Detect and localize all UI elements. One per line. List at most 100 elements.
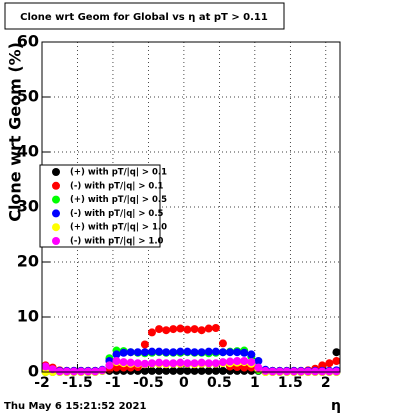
point bbox=[162, 366, 171, 375]
point bbox=[126, 358, 135, 367]
point bbox=[218, 358, 227, 367]
point bbox=[275, 367, 284, 376]
point bbox=[176, 366, 185, 375]
point bbox=[176, 324, 185, 333]
x-tick-label: -0.5 bbox=[133, 375, 164, 391]
y-tick-label: 20 bbox=[17, 252, 39, 271]
point bbox=[318, 361, 327, 370]
point bbox=[112, 350, 121, 359]
point bbox=[147, 366, 156, 375]
point bbox=[69, 367, 78, 376]
legend-marker bbox=[52, 237, 60, 245]
point bbox=[119, 358, 128, 367]
x-tick-label: 0 bbox=[179, 375, 189, 391]
point bbox=[176, 347, 185, 356]
legend-marker bbox=[52, 209, 60, 218]
point bbox=[155, 325, 164, 334]
point bbox=[296, 367, 305, 376]
point bbox=[247, 358, 256, 367]
legend-box bbox=[39, 164, 161, 248]
x-tick-label: -1 bbox=[105, 375, 121, 391]
point bbox=[176, 358, 185, 367]
point bbox=[254, 357, 263, 365]
point bbox=[140, 340, 149, 349]
point bbox=[91, 367, 100, 376]
point bbox=[41, 362, 50, 371]
point bbox=[98, 366, 107, 375]
marks bbox=[41, 324, 341, 376]
point bbox=[190, 325, 199, 334]
point bbox=[84, 367, 93, 376]
point bbox=[126, 348, 135, 357]
point bbox=[240, 357, 249, 365]
point bbox=[155, 358, 164, 367]
point bbox=[140, 348, 149, 357]
title-box bbox=[4, 2, 285, 30]
point bbox=[197, 348, 206, 357]
point bbox=[55, 367, 64, 376]
point bbox=[190, 366, 199, 375]
point bbox=[183, 359, 192, 368]
point bbox=[133, 359, 142, 368]
point bbox=[325, 367, 334, 376]
point bbox=[119, 348, 128, 357]
point bbox=[77, 367, 86, 376]
y-axis-label: Clone wrt Geom (%) bbox=[6, 42, 25, 222]
point bbox=[133, 348, 142, 357]
x-axis-label: η bbox=[331, 398, 341, 414]
point bbox=[325, 359, 334, 368]
point bbox=[169, 359, 178, 368]
point bbox=[112, 357, 121, 365]
point bbox=[147, 347, 156, 356]
legend-label: (-) with pT/|q| > 0.1 bbox=[70, 181, 164, 191]
point bbox=[211, 366, 220, 375]
point bbox=[162, 326, 171, 335]
footer: Thu May 6 15:21:52 2021 bbox=[4, 401, 146, 412]
x-tick-label: 0.5 bbox=[207, 375, 232, 391]
point bbox=[211, 324, 220, 332]
point bbox=[226, 357, 235, 366]
point bbox=[332, 367, 341, 376]
point bbox=[197, 366, 206, 375]
point bbox=[183, 366, 192, 375]
point bbox=[211, 347, 220, 356]
legend: (+) with pT/|q| > 0.1 (-) with pT/|q| > 0… bbox=[39, 164, 167, 248]
y-tick-label: 10 bbox=[17, 307, 39, 326]
point bbox=[190, 348, 199, 357]
point bbox=[112, 363, 121, 372]
point bbox=[289, 367, 298, 376]
point bbox=[318, 367, 327, 376]
point bbox=[62, 367, 71, 376]
chart-title: Clone wrt Geom for Global vs η at pT > 0… bbox=[20, 12, 268, 23]
x-tick-label: 1 bbox=[250, 375, 260, 391]
point bbox=[147, 328, 156, 337]
point bbox=[218, 339, 227, 348]
tick-labels: 0 10 20 30 40 50 60 -2 -1.5 -1 -0.5 0 0.5 1 1.5 2 bbox=[17, 32, 331, 392]
point bbox=[204, 347, 213, 356]
x-tick-label: 1.5 bbox=[278, 375, 303, 391]
point bbox=[332, 357, 341, 365]
point bbox=[254, 363, 263, 372]
point bbox=[197, 326, 206, 335]
legend-label: (-) with pT/|q| > 1.0 bbox=[70, 237, 164, 247]
y-tick-label: 40 bbox=[17, 142, 39, 161]
point bbox=[155, 366, 164, 375]
legend-marker bbox=[52, 195, 60, 204]
legend-marker bbox=[52, 168, 60, 176]
point bbox=[211, 359, 220, 368]
point bbox=[140, 359, 149, 368]
point bbox=[268, 367, 277, 376]
point bbox=[140, 366, 149, 375]
point bbox=[169, 366, 178, 375]
point bbox=[147, 359, 156, 368]
point bbox=[162, 359, 171, 368]
point bbox=[169, 348, 178, 357]
legend-label: (+) with pT/|q| > 0.5 bbox=[70, 195, 167, 205]
point bbox=[204, 366, 213, 375]
point bbox=[282, 367, 291, 376]
point bbox=[332, 348, 341, 357]
point bbox=[197, 358, 206, 367]
point bbox=[218, 348, 227, 357]
y-tick-label: 60 bbox=[17, 32, 39, 51]
